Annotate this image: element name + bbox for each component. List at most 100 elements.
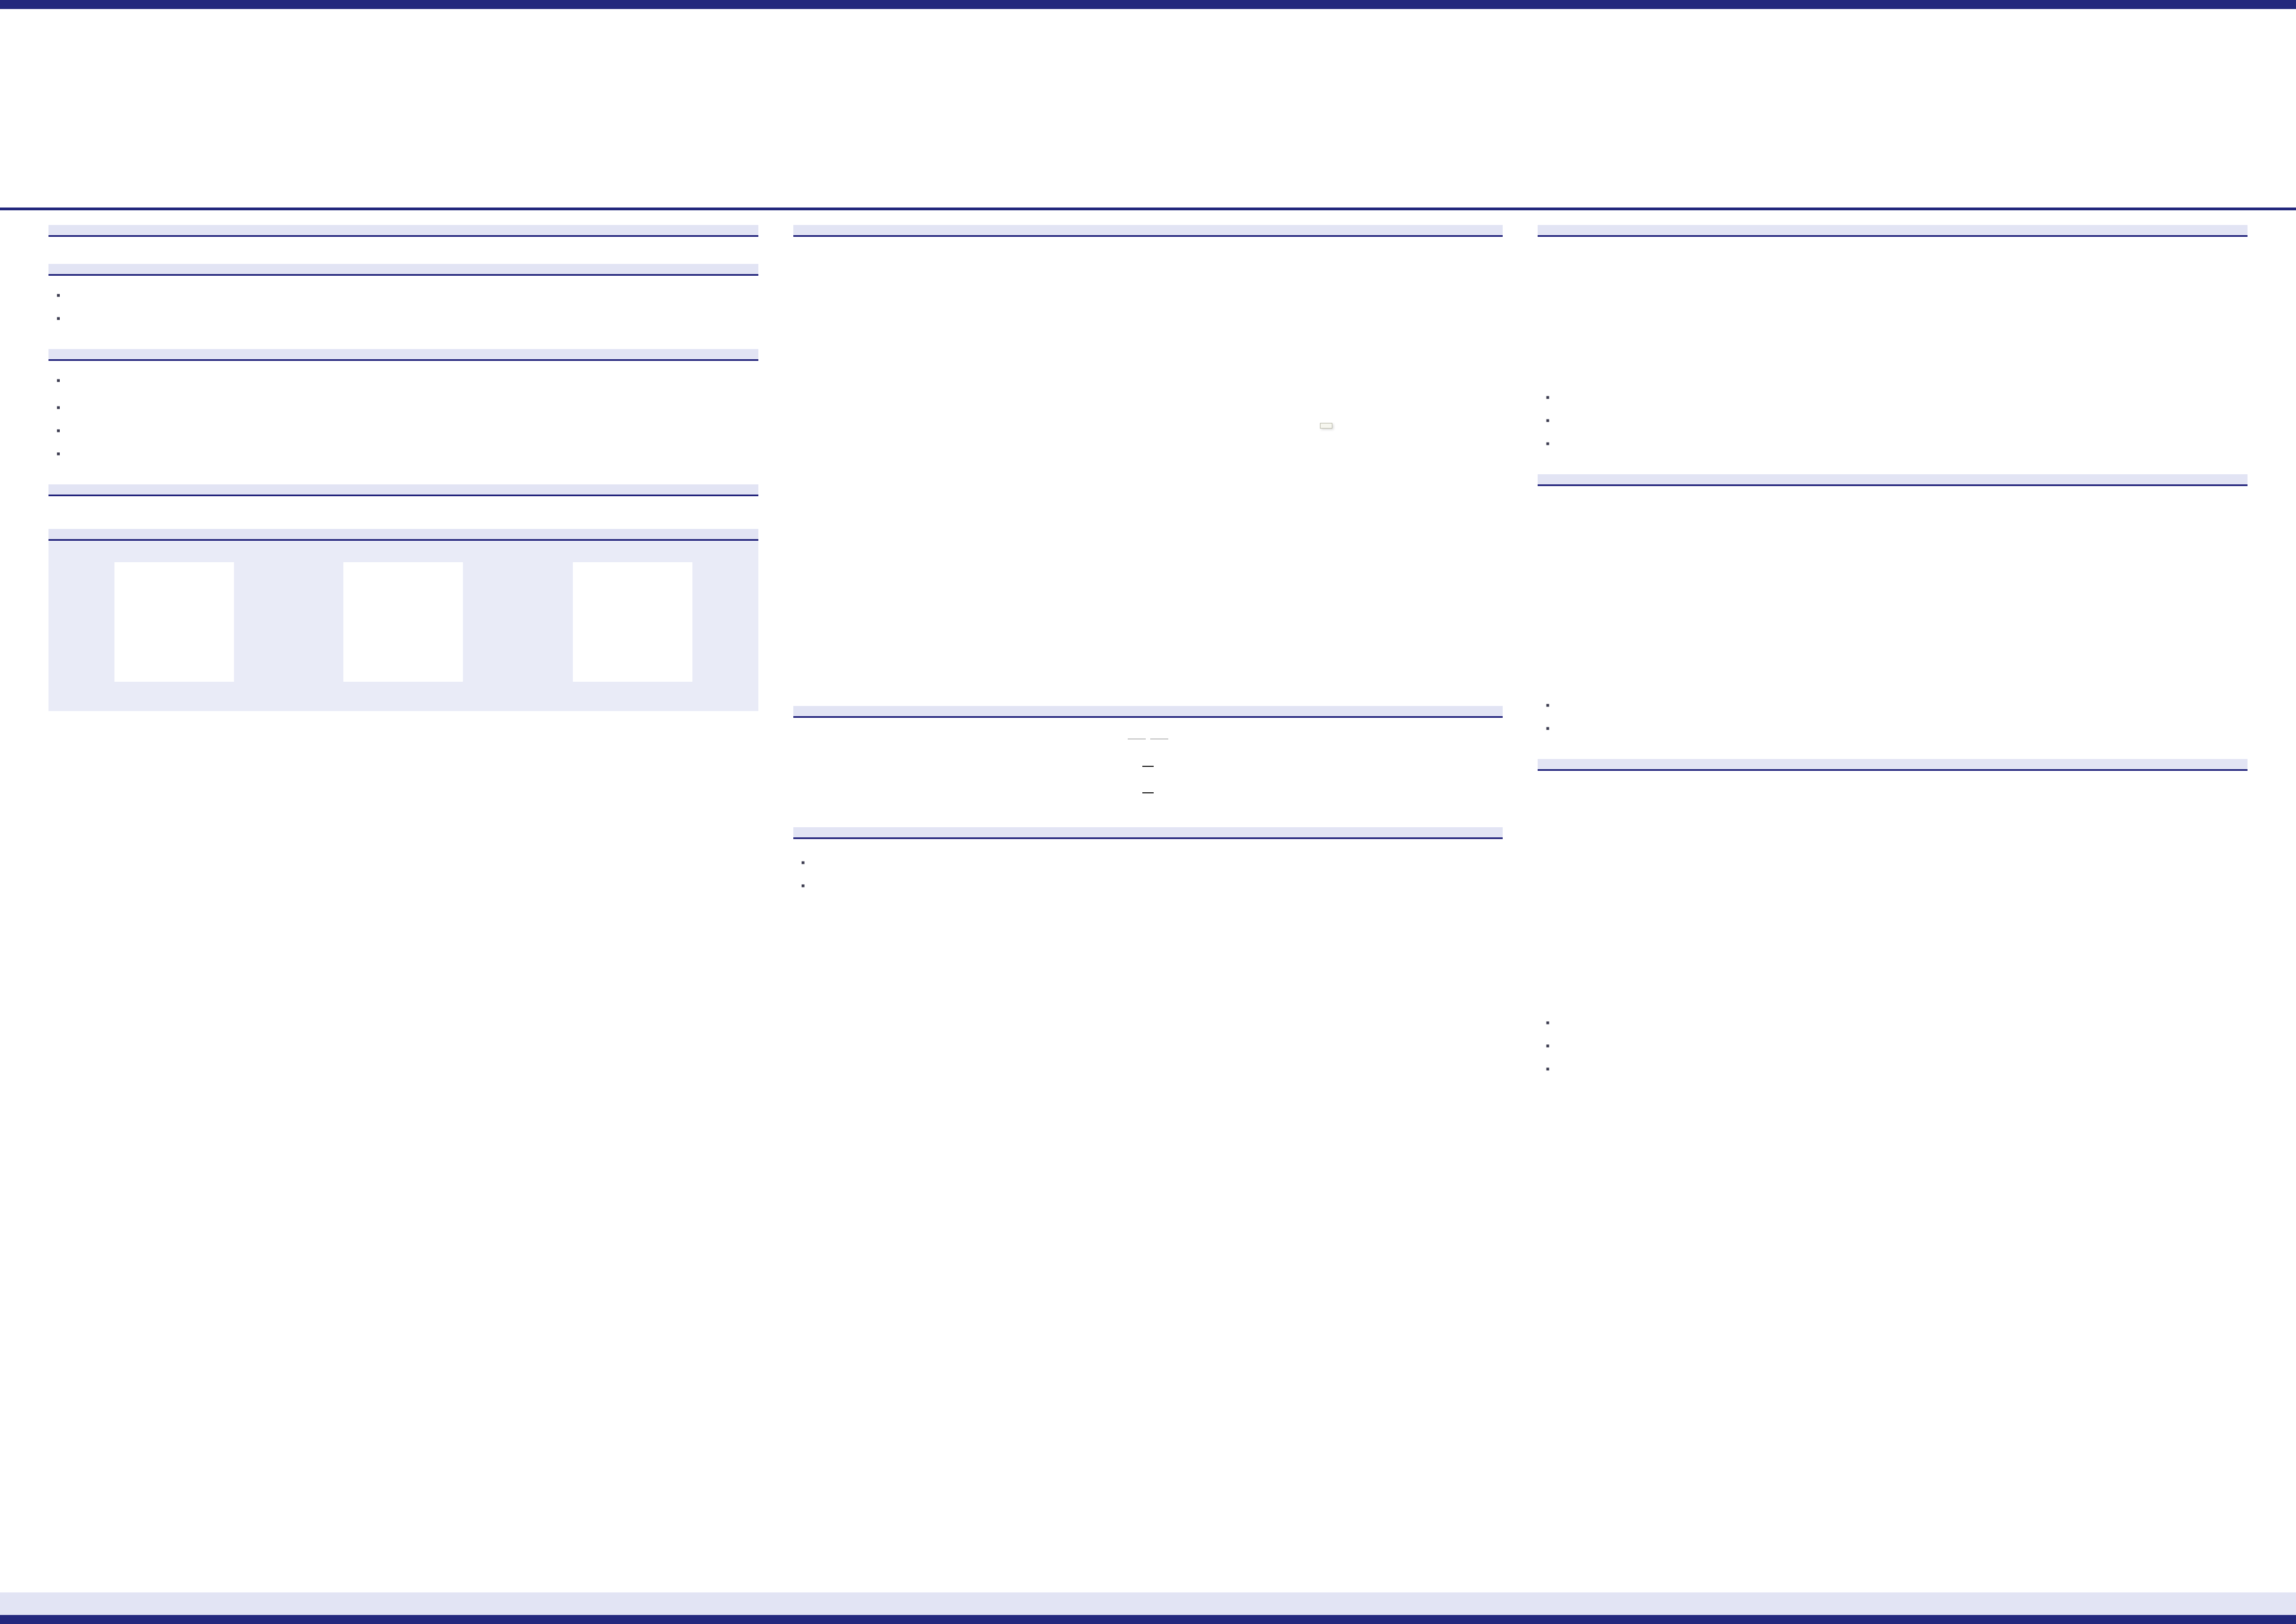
fig1a-weak-label: [1320, 423, 1332, 429]
columns: [0, 210, 2296, 1592]
qr-grid: [48, 551, 758, 689]
loss-equation-1to2: [793, 756, 1503, 775]
bottom-strip: [0, 1615, 2296, 1624]
section-sdes-everywhere: [48, 225, 758, 247]
conference-footer: [0, 1592, 2296, 1615]
strong-vs-weak-plot: [824, 247, 1472, 473]
figure-2: [1255, 849, 1503, 1035]
bullet-item: [56, 444, 758, 464]
frechet-line-chart: [1578, 781, 2226, 1001]
section-position: [48, 484, 758, 512]
lorenz-plot-nsf: [2069, 247, 2234, 380]
bullet-item: [1546, 696, 2248, 715]
bullet-marker: [56, 398, 60, 417]
neurips-swirl-icon: [42, 40, 183, 181]
column-left: [48, 225, 758, 1582]
figure-1a: [824, 247, 1472, 494]
bullet-marker: [56, 309, 60, 328]
section-title: [1538, 474, 2248, 486]
lorenz-plot-ground-truth: [1552, 247, 1716, 380]
section-title: [48, 225, 758, 237]
bullet-marker: [56, 444, 60, 464]
lorenz-panel-a: [1552, 247, 1716, 381]
mocap-chart-b: [1897, 496, 2233, 689]
loss-equation-2to1: [793, 783, 1503, 802]
one-step-sampling-plot: [824, 497, 1472, 662]
section-weak-solutions: [48, 349, 758, 467]
bullet-marker: [1546, 719, 1549, 738]
mocap-scatter-b: [1918, 496, 2233, 682]
mocap-charts: [1538, 496, 2248, 689]
lorenz-panel-b: [1724, 247, 1889, 381]
section-title: [1538, 758, 2248, 771]
bullet-item: [801, 853, 1243, 872]
bullet-item: [56, 309, 758, 328]
bullet-item: [1546, 411, 2248, 430]
section-key-innovation: [793, 225, 1503, 689]
section-title: [48, 484, 758, 496]
bullet-marker: [56, 371, 60, 390]
section-lorenz-results: [1538, 225, 2248, 457]
bullet-item: [1546, 434, 2248, 453]
underbrace-sigma: [1150, 737, 1168, 741]
eq-term-sigma-label: [1150, 738, 1168, 741]
section-title: [793, 827, 1503, 839]
bullet-item: [56, 371, 758, 390]
section-title: [1538, 225, 2248, 237]
loss12-fraction: [1142, 764, 1154, 769]
bullet-marker: [1546, 1060, 1549, 1079]
section-title: [793, 706, 1503, 718]
section-title: [48, 529, 758, 541]
section-title: [48, 264, 758, 276]
bullet-marker: [1546, 696, 1549, 715]
lorenz-panel-d: [2069, 247, 2234, 381]
mocap-chart-a: [1552, 496, 1888, 689]
latent-text-block: [793, 849, 1243, 903]
bullet-marker: [1546, 411, 1549, 430]
section-latent-nsf: [793, 827, 1503, 1035]
bullet-item: [1546, 388, 2248, 407]
latent-nsf-graphical-model: [1255, 849, 1503, 1023]
brand-block: [1826, 103, 2254, 118]
bullet-marker: [56, 421, 60, 440]
bullet-marker: [1546, 1013, 1549, 1032]
section-quick-access: [48, 529, 758, 711]
column-middle: [793, 225, 1503, 1582]
column-right: [1538, 225, 2248, 1582]
lorenz-plot-latent-sde: [1724, 247, 1889, 380]
lorenz-panels: [1538, 247, 2248, 381]
bullet-marker: [801, 876, 805, 895]
neurips-logo-block: [42, 40, 538, 181]
figure-1b: [824, 497, 1472, 683]
base-distribution-equation: [793, 728, 1503, 748]
loss12-numerator: [1142, 764, 1154, 767]
bullet-marker: [1546, 434, 1549, 453]
bullet-item: [1546, 1036, 2248, 1056]
qr-item-code: [540, 554, 726, 689]
bullet-marker: [1546, 1036, 1549, 1056]
code-qr-code: [572, 562, 692, 682]
header-rule: [0, 208, 2296, 210]
section-mocap-results: [1538, 474, 2248, 742]
title-block: [538, 105, 1826, 116]
lorenz-panel-c: [1897, 247, 2061, 381]
paper-qr-code: [343, 562, 463, 682]
bullet-item: [56, 421, 758, 440]
loss21-fraction: [1142, 791, 1154, 795]
section-video-results: [1538, 758, 2248, 1083]
qr-item-project: [81, 554, 267, 689]
section-neural-stochastic-flows: [793, 706, 1503, 810]
bullet-item: [1546, 719, 2248, 738]
top-strip: [0, 0, 2296, 9]
bullet-item: [1546, 1013, 2248, 1032]
bullet-item: [801, 876, 1243, 895]
bullet-marker: [56, 286, 60, 305]
video-chart: [1557, 781, 2228, 1007]
bullet-marker: [801, 853, 805, 872]
loss21-numerator: [1142, 791, 1154, 794]
mocap-scatter-a: [1573, 496, 1888, 682]
project-qr-code: [114, 562, 235, 682]
header: [0, 9, 2296, 208]
loss12-denominator: [1142, 767, 1154, 769]
underbrace-mu: [1128, 737, 1146, 741]
